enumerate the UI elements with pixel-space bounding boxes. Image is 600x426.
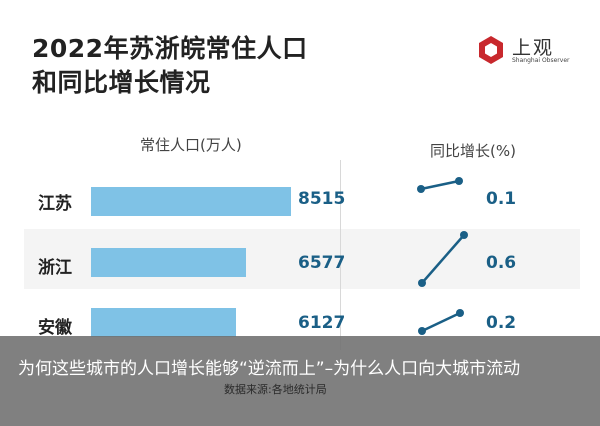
province-label-anhui: 安徽 — [38, 318, 72, 338]
growth-header: 同比增长(%) — [430, 142, 516, 160]
population-header: 常住人口(万人) — [140, 136, 242, 154]
shanghai-observer-logo: 上观 Shanghai Observer — [474, 33, 594, 67]
population-value-anhui: 6127 — [298, 313, 346, 333]
growth-sparkline-jiangsu — [417, 177, 463, 193]
growth-sparkline-anhui — [418, 309, 464, 335]
province-label-jiangsu: 江苏 — [38, 194, 72, 214]
logo-text-en: Shanghai Observer — [512, 57, 570, 64]
population-bar-anhui — [91, 308, 236, 337]
logo-text-cn: 上观 — [512, 37, 555, 59]
growth-sparkline-zhejiang — [418, 231, 468, 287]
population-value-jiangsu: 8515 — [298, 189, 346, 209]
title-line-1: 2022年苏浙皖常住人口 — [32, 34, 308, 63]
column-divider — [340, 160, 341, 350]
growth-value-jiangsu: 0.1 — [486, 189, 517, 209]
population-bar-zhejiang — [91, 248, 246, 277]
data-source: 数据来源:各地统计局 — [224, 383, 327, 396]
province-label-zhejiang: 浙江 — [38, 258, 72, 278]
growth-value-anhui: 0.2 — [486, 313, 517, 333]
caption-text: 为何这些城市的人口增长能够“逆流而上”–为什么人口向大城市流动 — [18, 359, 521, 379]
growth-value-zhejiang: 0.6 — [486, 253, 517, 273]
hexagon-logo-icon — [479, 36, 503, 64]
population-value-zhejiang: 6577 — [298, 253, 346, 273]
caption-overlay: 为何这些城市的人口增长能够“逆流而上”–为什么人口向大城市流动 — [0, 336, 600, 426]
title-line-2: 和同比增长情况 — [32, 68, 211, 97]
population-bar-jiangsu — [91, 187, 291, 216]
chart-title: 2022年苏浙皖常住人口 和同比增长情况 — [32, 32, 308, 100]
